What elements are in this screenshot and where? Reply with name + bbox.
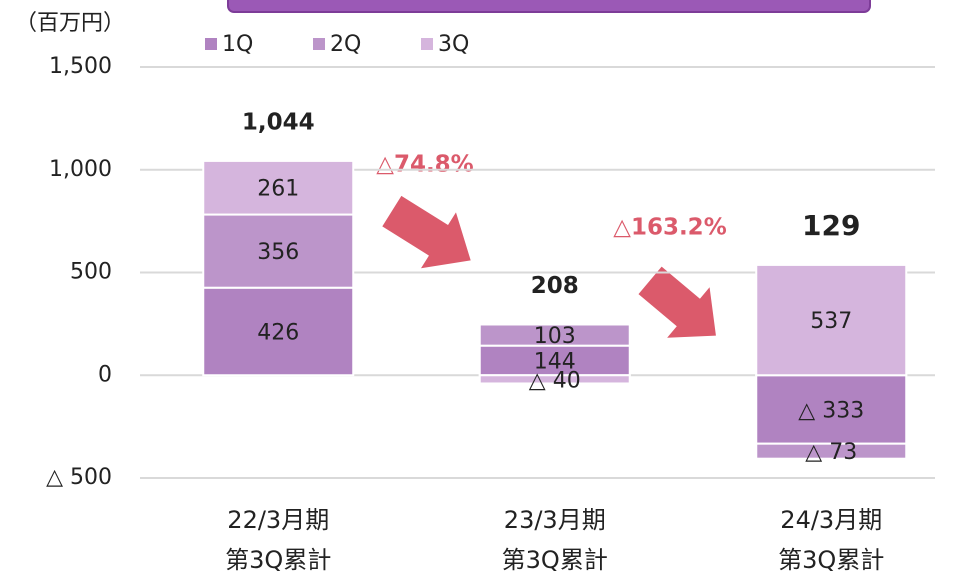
annotation: △74.8% bbox=[376, 152, 473, 178]
legend-label: 2Q bbox=[330, 32, 361, 57]
bar-segment bbox=[755, 263, 908, 377]
bar-segment bbox=[202, 213, 355, 289]
value-label: △ 40 bbox=[529, 368, 581, 393]
y-tick-label: 1,500 bbox=[49, 54, 112, 79]
bar-segment bbox=[478, 323, 631, 347]
bar-segment bbox=[478, 374, 631, 385]
legend-label: 1Q bbox=[222, 32, 253, 57]
total-label: 129 bbox=[802, 209, 860, 242]
bar-segment bbox=[755, 374, 908, 445]
arrow bbox=[638, 266, 716, 338]
value-label: 144 bbox=[534, 349, 576, 374]
legend-swatch bbox=[313, 38, 325, 50]
value-label: 426 bbox=[257, 320, 299, 345]
value-label: △ 73 bbox=[805, 440, 857, 465]
value-label: 537 bbox=[810, 309, 852, 334]
x-tick-label: 24/3月期 第3Q累計 bbox=[778, 506, 885, 574]
arrow bbox=[382, 195, 471, 269]
title-banner bbox=[227, 0, 871, 13]
unit-label: （百万円） bbox=[15, 11, 125, 36]
legend-label: 3Q bbox=[438, 32, 469, 57]
x-tick-label: 23/3月期 第3Q累計 bbox=[501, 506, 608, 574]
legend-swatch bbox=[421, 38, 433, 50]
bar-segment bbox=[202, 286, 355, 377]
value-label: 356 bbox=[257, 240, 299, 265]
bar-segment bbox=[202, 159, 355, 216]
value-label: 261 bbox=[257, 177, 299, 202]
y-tick-label: 0 bbox=[98, 362, 112, 387]
x-tick-label: 22/3月期 第3Q累計 bbox=[225, 506, 332, 574]
y-tick-label: △ 500 bbox=[46, 465, 112, 490]
total-label: 208 bbox=[531, 273, 579, 299]
y-tick-label: 500 bbox=[70, 260, 112, 285]
legend-swatch bbox=[205, 38, 217, 50]
y-tick-label: 1,000 bbox=[49, 157, 112, 182]
value-label: 103 bbox=[534, 324, 576, 349]
total-label: 1,044 bbox=[242, 109, 315, 135]
annotation: △163.2% bbox=[613, 215, 726, 241]
value-label: △ 333 bbox=[798, 398, 864, 423]
bar-segment bbox=[755, 442, 908, 460]
